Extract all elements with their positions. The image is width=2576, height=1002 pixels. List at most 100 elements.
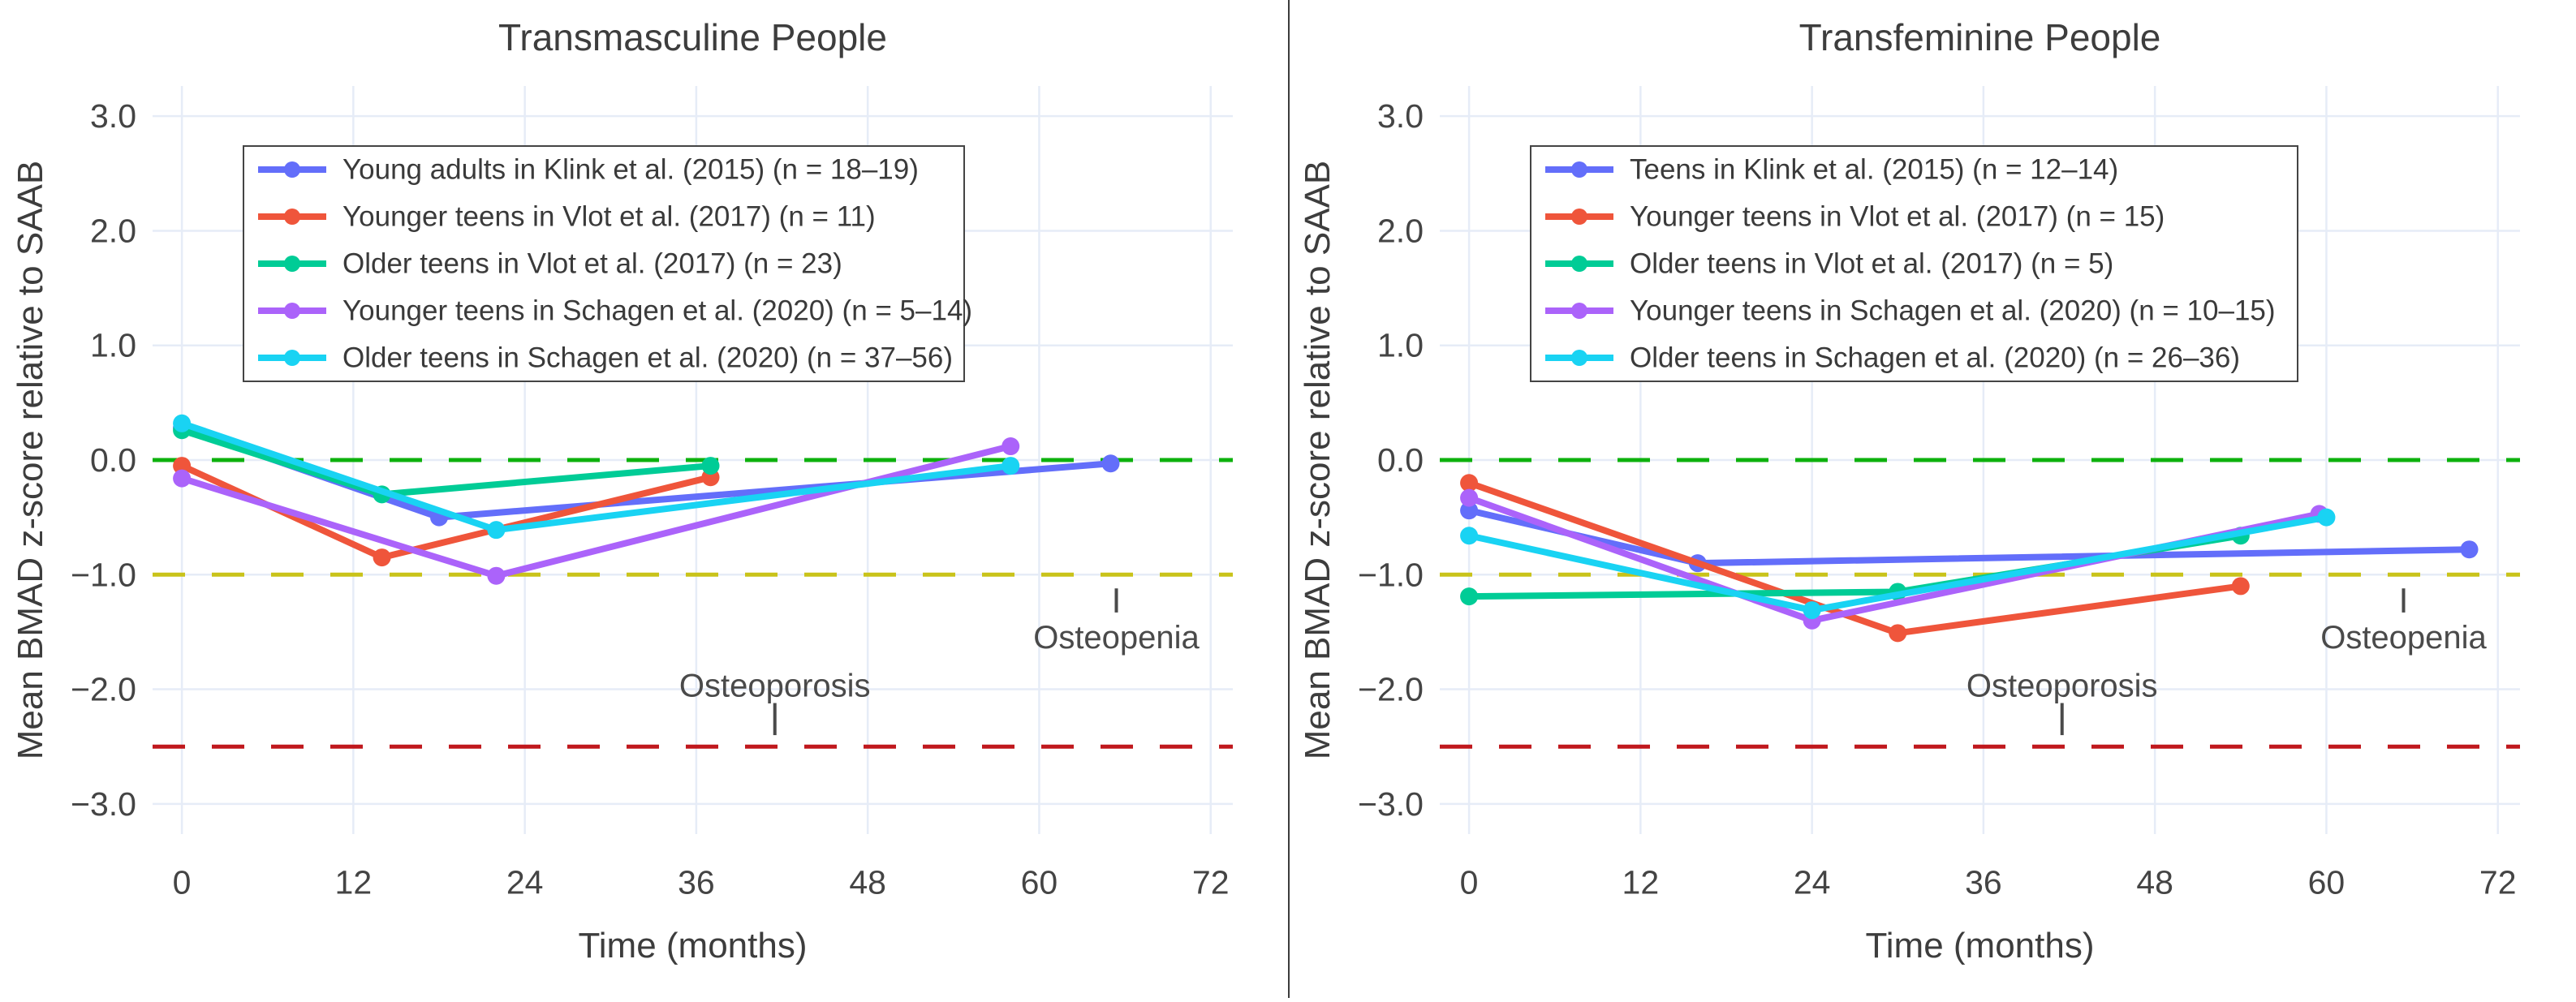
legend-item-label: Younger teens in Vlot et al. (2017) (n =… bbox=[342, 201, 876, 233]
legend-swatch-marker bbox=[1571, 161, 1587, 178]
annotation-osteopenia: Osteopenia bbox=[1033, 588, 1200, 656]
annotation-label: Osteopenia bbox=[2320, 620, 2487, 656]
y-tick-label: 0.0 bbox=[90, 441, 136, 479]
data-point-marker[interactable] bbox=[1460, 488, 1479, 507]
legend-swatch-marker bbox=[284, 350, 300, 366]
legend-item-2[interactable]: Older teens in Vlot et al. (2017) (n = 5… bbox=[1545, 248, 2113, 280]
chart-panel-transmasculine: 3.0 2.0 1.0 0.0 −1.0 −2.0 −3.0 0 12 24 36 48 60 72 Tra… bbox=[0, 0, 1287, 998]
y-tick-label: −2.0 bbox=[1358, 671, 1424, 708]
annotation-osteoporosis: Osteoporosis bbox=[679, 668, 871, 736]
y-tick-label: 2.0 bbox=[1377, 212, 1424, 249]
legend-swatch-marker bbox=[284, 303, 300, 319]
y-tick-label: 1.0 bbox=[1377, 327, 1424, 364]
y-tick-label: 1.0 bbox=[90, 327, 136, 364]
legend-swatch-marker bbox=[1571, 303, 1587, 319]
data-point-marker[interactable] bbox=[1803, 601, 1821, 620]
legend-item-label: Younger teens in Vlot et al. (2017) (n =… bbox=[1630, 201, 2165, 233]
x-tick-label: 12 bbox=[335, 864, 373, 901]
data-point-marker[interactable] bbox=[1002, 457, 1020, 475]
legend-item-4[interactable]: Older teens in Schagen et al. (2020) (n … bbox=[1545, 342, 2240, 374]
legend-item-label: Older teens in Vlot et al. (2017) (n = 2… bbox=[342, 248, 842, 280]
legend-item-label: Young adults in Klink et al. (2015) (n =… bbox=[342, 154, 919, 186]
x-tick-label: 72 bbox=[2479, 864, 2517, 901]
y-axis-title: Mean BMAD z-score relative to SAAB bbox=[11, 161, 50, 759]
y-tick-label: −1.0 bbox=[1358, 556, 1424, 593]
chart-title: Transfeminine People bbox=[1799, 16, 2161, 58]
x-axis-title: Time (months) bbox=[579, 926, 808, 965]
x-tick-label: 48 bbox=[2136, 864, 2173, 901]
x-tick-label: 72 bbox=[1192, 864, 1230, 901]
y-tick-label: 0.0 bbox=[1377, 441, 1424, 479]
data-point-marker[interactable] bbox=[701, 457, 720, 475]
x-tick-label: 0 bbox=[1460, 864, 1479, 901]
y-tick-label: −1.0 bbox=[71, 556, 136, 593]
annotation-osteopenia: Osteopenia bbox=[2320, 588, 2488, 656]
data-point-marker[interactable] bbox=[373, 548, 391, 567]
annotation-label: Osteoporosis bbox=[1966, 668, 2158, 703]
legend-item-label: Teens in Klink et al. (2015) (n = 12–14) bbox=[1630, 154, 2118, 186]
legend-swatch-marker bbox=[284, 161, 300, 178]
series-1 bbox=[1460, 474, 2250, 643]
legend-item-1[interactable]: Younger teens in Vlot et al. (2017) (n =… bbox=[1545, 201, 2165, 233]
data-point-marker[interactable] bbox=[1460, 587, 1479, 606]
data-point-marker[interactable] bbox=[2460, 540, 2479, 559]
data-point-marker[interactable] bbox=[1889, 624, 1907, 643]
legend-item-0[interactable]: Teens in Klink et al. (2015) (n = 12–14) bbox=[1545, 154, 2118, 186]
x-axis-title: Time (months) bbox=[1866, 926, 2095, 965]
series-4 bbox=[173, 414, 1020, 540]
series-4 bbox=[1460, 508, 2336, 620]
legend-item-4[interactable]: Older teens in Schagen et al. (2020) (n … bbox=[258, 342, 953, 374]
legend-item-2[interactable]: Older teens in Vlot et al. (2017) (n = 2… bbox=[258, 248, 842, 280]
x-tick-label: 0 bbox=[173, 864, 192, 901]
legend-item-0[interactable]: Young adults in Klink et al. (2015) (n =… bbox=[258, 154, 919, 186]
data-point-marker[interactable] bbox=[173, 469, 192, 488]
data-point-marker[interactable] bbox=[2231, 577, 2250, 596]
data-point-marker[interactable] bbox=[1460, 474, 1479, 492]
legend-box bbox=[1530, 145, 2298, 382]
x-tick-label: 12 bbox=[1622, 864, 1660, 901]
data-point-marker[interactable] bbox=[487, 566, 506, 585]
data-point-marker[interactable] bbox=[1101, 454, 1120, 473]
y-axis-title: Mean BMAD z-score relative to SAAB bbox=[1298, 161, 1338, 759]
panel-divider bbox=[1288, 0, 1290, 998]
legend-swatch-marker bbox=[284, 256, 300, 272]
data-point-marker[interactable] bbox=[1460, 527, 1479, 545]
chart-title: Transmasculine People bbox=[498, 16, 887, 58]
annotation-label: Osteoporosis bbox=[679, 668, 871, 703]
data-point-marker[interactable] bbox=[2317, 508, 2336, 527]
y-tick-label: 3.0 bbox=[90, 97, 136, 135]
x-tick-label: 60 bbox=[1021, 864, 1058, 901]
legend: Teens in Klink et al. (2015) (n = 12–14)… bbox=[1530, 145, 2298, 382]
chart-transmasculine[interactable]: 3.0 2.0 1.0 0.0 −1.0 −2.0 −3.0 0 12 24 36 48 60 72 Tra… bbox=[0, 0, 1287, 998]
legend-swatch-marker bbox=[1571, 350, 1587, 366]
data-point-marker[interactable] bbox=[173, 414, 192, 432]
legend-item-3[interactable]: Younger teens in Schagen et al. (2020) (… bbox=[258, 295, 972, 327]
axis-tick-labels: 3.0 2.0 1.0 0.0 −1.0 −2.0 −3.0 0 12 24 36 48 60 72 bbox=[1358, 97, 2516, 901]
x-tick-label: 24 bbox=[506, 864, 544, 901]
data-point-marker[interactable] bbox=[1460, 501, 1479, 520]
y-tick-label: 2.0 bbox=[90, 212, 136, 249]
chart-panel-transfeminine: 3.0 2.0 1.0 0.0 −1.0 −2.0 −3.0 0 12 24 36 48 60 72 Tra… bbox=[1287, 0, 2574, 998]
legend-item-label: Younger teens in Schagen et al. (2020) (… bbox=[1630, 295, 2276, 327]
data-point-marker[interactable] bbox=[487, 521, 506, 540]
legend-item-1[interactable]: Younger teens in Vlot et al. (2017) (n =… bbox=[258, 201, 876, 233]
legend-item-label: Younger teens in Schagen et al. (2020) (… bbox=[342, 295, 972, 327]
legend-item-label: Older teens in Schagen et al. (2020) (n … bbox=[342, 342, 953, 374]
y-tick-label: −3.0 bbox=[1358, 785, 1424, 823]
legend-item-3[interactable]: Younger teens in Schagen et al. (2020) (… bbox=[1545, 295, 2276, 327]
legend-item-label: Older teens in Schagen et al. (2020) (n … bbox=[1630, 342, 2240, 374]
y-tick-label: −2.0 bbox=[71, 671, 136, 708]
data-point-marker[interactable] bbox=[173, 457, 192, 475]
x-tick-label: 24 bbox=[1794, 864, 1831, 901]
chart-transfeminine[interactable]: 3.0 2.0 1.0 0.0 −1.0 −2.0 −3.0 0 12 24 36 48 60 72 Tra… bbox=[1287, 0, 2574, 998]
legend-swatch-marker bbox=[1571, 209, 1587, 225]
y-tick-label: −3.0 bbox=[71, 785, 136, 823]
x-tick-label: 60 bbox=[2308, 864, 2346, 901]
y-tick-label: 3.0 bbox=[1377, 97, 1424, 135]
legend-swatch-marker bbox=[284, 209, 300, 225]
x-tick-label: 36 bbox=[678, 864, 715, 901]
legend-box bbox=[243, 145, 965, 382]
data-point-marker[interactable] bbox=[1002, 437, 1020, 456]
axis-tick-labels: 3.0 2.0 1.0 0.0 −1.0 −2.0 −3.0 0 12 24 36 48 60 72 bbox=[71, 97, 1229, 901]
